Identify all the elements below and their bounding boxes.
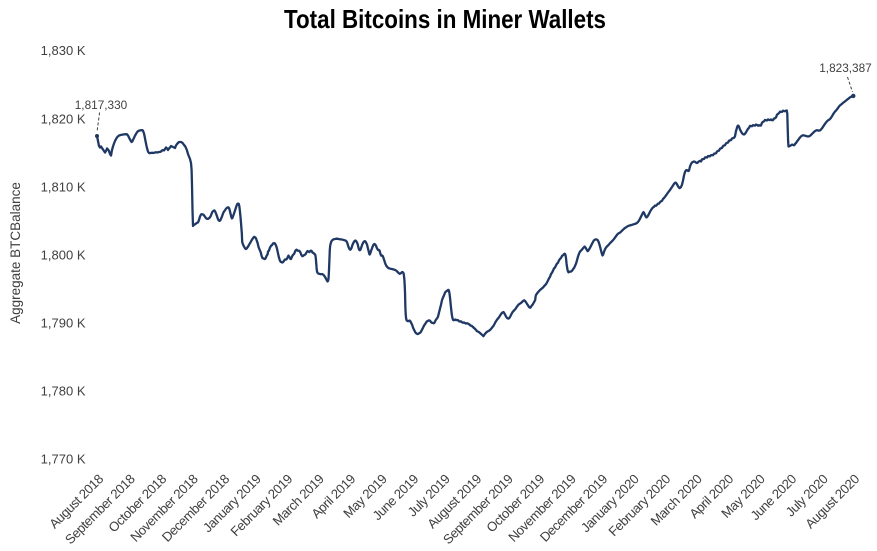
svg-text:1,790 K: 1,790 K <box>41 316 86 331</box>
svg-text:1,830 K: 1,830 K <box>41 43 86 58</box>
svg-text:Total Bitcoins in Miner Wallet: Total Bitcoins in Miner Wallets <box>284 4 606 34</box>
svg-text:Aggregate BTCBalance: Aggregate BTCBalance <box>8 182 23 324</box>
svg-text:1,817,330: 1,817,330 <box>75 98 128 112</box>
svg-text:1,780 K: 1,780 K <box>41 384 86 399</box>
svg-text:1,770 K: 1,770 K <box>41 452 86 467</box>
svg-text:1,820 K: 1,820 K <box>41 111 86 126</box>
svg-text:1,823,387: 1,823,387 <box>819 61 871 75</box>
svg-text:1,800 K: 1,800 K <box>41 247 86 262</box>
svg-text:1,810 K: 1,810 K <box>41 179 86 194</box>
